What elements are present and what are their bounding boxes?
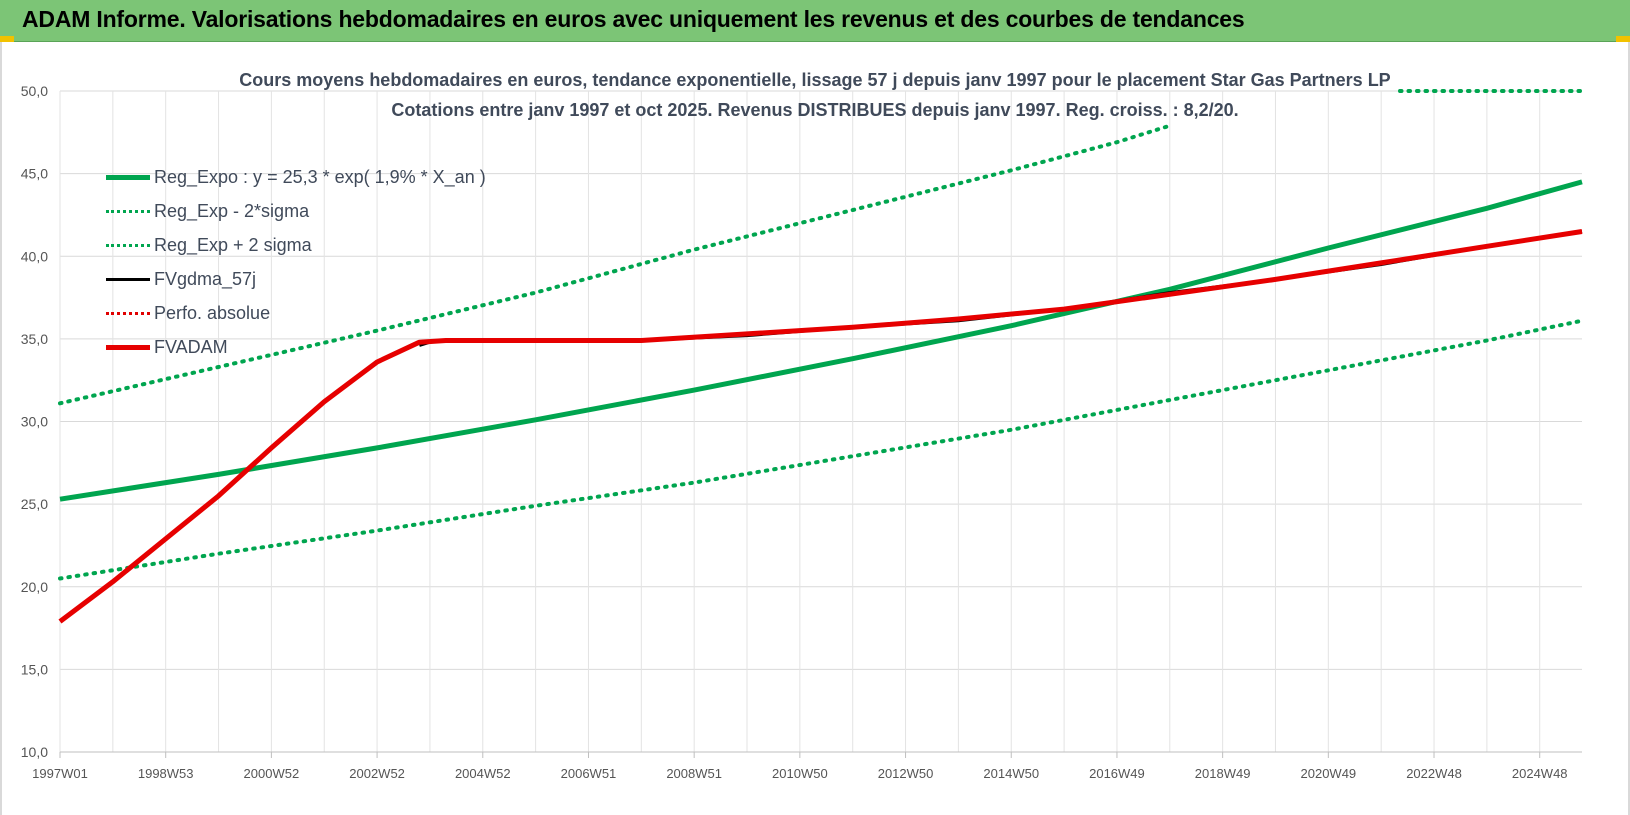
legend-item: FVADAM: [106, 330, 486, 364]
legend-swatch: [106, 243, 150, 247]
legend-item: Reg_Exp - 2*sigma: [106, 194, 486, 228]
chart-subtitle: Cotations entre janv 1997 et oct 2025. R…: [391, 100, 1239, 120]
x-tick-label: 2010W50: [772, 766, 828, 781]
legend-item: Reg_Expo : y = 25,3 * exp( 1,9% * X_an ): [106, 160, 486, 194]
legend-item: Perfo. absolue: [106, 296, 486, 330]
grid-lines: [59, 90, 1582, 753]
y-tick-label: 35,0: [21, 331, 48, 347]
y-tick-label: 20,0: [21, 579, 48, 595]
chart-frame: [0, 42, 1630, 815]
legend-swatch: [106, 174, 150, 180]
series-lines: [58, 89, 1584, 624]
x-tick-label: 2014W50: [983, 766, 1039, 781]
x-tick-label: 2020W49: [1301, 766, 1357, 781]
series-line-0: [59, 179, 1583, 502]
y-tick-label: 40,0: [21, 248, 48, 264]
series-line-1: [58, 318, 1584, 581]
x-tick-label: 2006W51: [561, 766, 617, 781]
x-tick-label: 2016W49: [1089, 766, 1145, 781]
legend-label: Reg_Exp + 2 sigma: [154, 234, 312, 255]
legend-item: Reg_Exp + 2 sigma: [106, 228, 486, 262]
x-tick-label: 2002W52: [349, 766, 405, 781]
x-tick-label: 1998W53: [138, 766, 194, 781]
x-tick-label: 2024W48: [1512, 766, 1568, 781]
x-tick-label: 2000W52: [244, 766, 300, 781]
legend-label: Reg_Exp - 2*sigma: [154, 200, 310, 221]
corner-accent: [0, 36, 14, 42]
legend-swatch: [106, 277, 150, 281]
legend-swatch: [106, 344, 150, 350]
x-tick-label: 2022W48: [1406, 766, 1462, 781]
y-tick-label: 25,0: [21, 496, 48, 512]
legend-label: FVADAM: [154, 336, 228, 357]
chart-legend: Reg_Expo : y = 25,3 * exp( 1,9% * X_an )…: [106, 160, 486, 364]
y-tick-label: 50,0: [21, 83, 48, 99]
report-title: ADAM Informe. Valorisations hebdomadaire…: [22, 6, 1245, 32]
x-tick-label: 2012W50: [878, 766, 934, 781]
y-tick-label: 30,0: [21, 414, 48, 430]
legend-label: Reg_Expo : y = 25,3 * exp( 1,9% * X_an ): [154, 166, 486, 187]
series-line-5: [58, 229, 1583, 624]
y-tick-label: 45,0: [21, 166, 48, 182]
x-tick-label: 2008W51: [666, 766, 722, 781]
legend-swatch: [106, 209, 150, 213]
axes: 10,0 15,0 20,0 25,0 30,0 35,0 40,0 45,0 50,0 1997…: [21, 83, 1582, 781]
x-tick-label: 2004W52: [455, 766, 511, 781]
x-tick-label: 1997W01: [32, 766, 88, 781]
legend-label: FVgdma_57j: [154, 268, 257, 289]
y-tick-label: 10,0: [21, 744, 48, 760]
corner-accent: [1616, 36, 1630, 42]
legend-item: FVgdma_57j: [106, 262, 486, 296]
legend-swatch: [106, 311, 150, 315]
chart-title: Cours moyens hebdomadaires en euros, ten…: [239, 70, 1391, 90]
x-tick-label: 2018W49: [1195, 766, 1251, 781]
series-line-2: [58, 123, 1172, 406]
report-banner: ADAM Informe. Valorisations hebdomadaire…: [0, 0, 1630, 42]
legend-label: Perfo. absolue: [154, 302, 271, 323]
y-tick-label: 15,0: [21, 661, 48, 677]
